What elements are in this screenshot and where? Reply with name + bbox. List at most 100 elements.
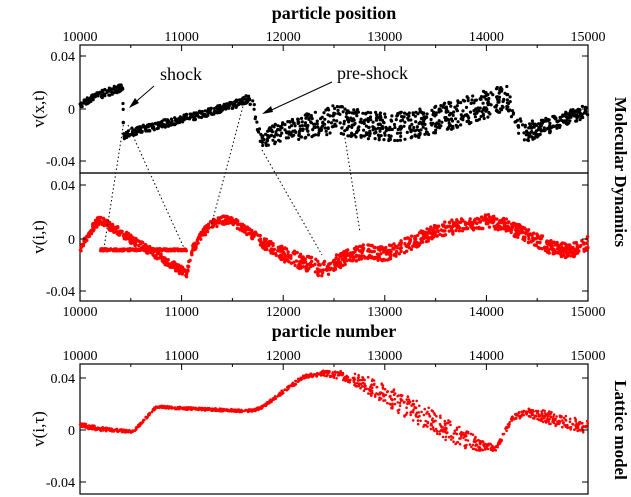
data-point: [168, 406, 172, 410]
data-point: [84, 422, 88, 426]
data-point: [406, 244, 410, 248]
data-point: [412, 408, 415, 412]
data-point: [339, 131, 343, 136]
data-point: [385, 251, 389, 255]
data-point: [565, 245, 569, 250]
x-tick-label: 13000: [367, 30, 402, 45]
data-point: [411, 399, 415, 403]
data-point: [217, 408, 220, 412]
data-point: [326, 370, 330, 373]
data-point: [520, 415, 523, 418]
data-point: [511, 415, 514, 419]
x-tick-label: 11000: [164, 349, 198, 364]
data-point: [151, 252, 155, 257]
data-point: [547, 118, 551, 122]
data-point: [440, 120, 444, 124]
data-point: [240, 97, 244, 102]
data-point: [489, 442, 493, 446]
data-point: [78, 248, 83, 252]
data-point: [294, 259, 299, 263]
data-point: [431, 410, 435, 413]
data-point: [362, 121, 366, 126]
data-point: [168, 248, 173, 253]
data-point: [102, 93, 106, 97]
data-point: [551, 114, 555, 119]
data-point: [103, 87, 107, 92]
data-point: [348, 255, 353, 259]
data-point: [527, 134, 531, 138]
data-point: [373, 382, 376, 386]
data-point: [155, 252, 160, 256]
data-point: [178, 119, 182, 123]
side-label-lattice-model: Lattice model: [611, 380, 630, 480]
data-point: [409, 413, 413, 417]
data-point: [269, 251, 273, 255]
data-point: [422, 234, 426, 238]
data-point: [586, 422, 589, 425]
data-point: [148, 244, 152, 249]
data-point: [521, 123, 525, 127]
data-point: [430, 422, 433, 426]
data-point: [258, 233, 262, 238]
data-point: [506, 105, 510, 109]
data-point: [398, 401, 402, 405]
data-point: [181, 248, 186, 252]
data-point: [151, 409, 155, 412]
data-point: [314, 257, 318, 261]
data-point: [370, 379, 374, 383]
data-point: [184, 273, 188, 277]
data-point: [443, 233, 448, 237]
data-point: [190, 113, 194, 117]
data-point: [432, 110, 436, 114]
data-point: [406, 395, 410, 399]
data-point: [439, 429, 443, 432]
data-point: [387, 133, 391, 138]
data-point: [351, 251, 355, 255]
data-point: [454, 117, 458, 121]
data-point: [451, 113, 455, 117]
data-point: [548, 129, 553, 133]
data-point: [322, 111, 326, 115]
data-point: [398, 131, 403, 135]
data-point: [271, 138, 275, 142]
data-point: [389, 118, 393, 122]
data-point: [502, 97, 506, 101]
data-point: [317, 131, 321, 135]
data-point: [324, 129, 328, 133]
data-point: [415, 415, 418, 418]
data-point: [431, 426, 435, 429]
data-point: [283, 122, 287, 127]
arrow-preshock-head: [262, 106, 273, 114]
data-point: [381, 120, 386, 124]
data-point: [474, 98, 478, 102]
data-point: [137, 248, 142, 252]
data-point: [485, 443, 488, 447]
data-point: [141, 419, 145, 423]
data-point: [416, 422, 420, 426]
data-point: [306, 373, 310, 377]
annotation-shock: shock: [160, 64, 202, 84]
correspondence-lines: [103, 94, 361, 256]
data-point: [418, 110, 422, 114]
data-point: [293, 263, 297, 268]
data-point: [355, 108, 360, 112]
data-point: [414, 120, 418, 124]
data-point: [273, 142, 277, 146]
data-point: [564, 414, 568, 418]
data-point: [389, 403, 393, 406]
data-point: [443, 220, 447, 224]
data-point: [411, 113, 415, 117]
data-point: [487, 218, 492, 223]
data-point: [536, 235, 540, 239]
data-point: [91, 98, 95, 102]
data-point: [172, 406, 175, 410]
data-point: [479, 95, 484, 99]
data-point: [243, 409, 246, 413]
data-point: [396, 409, 400, 412]
data-point: [363, 383, 366, 386]
data-point: [540, 247, 544, 251]
data-point: [326, 120, 331, 124]
data-point: [124, 431, 127, 434]
data-point: [361, 243, 365, 247]
data-point: [253, 115, 258, 119]
